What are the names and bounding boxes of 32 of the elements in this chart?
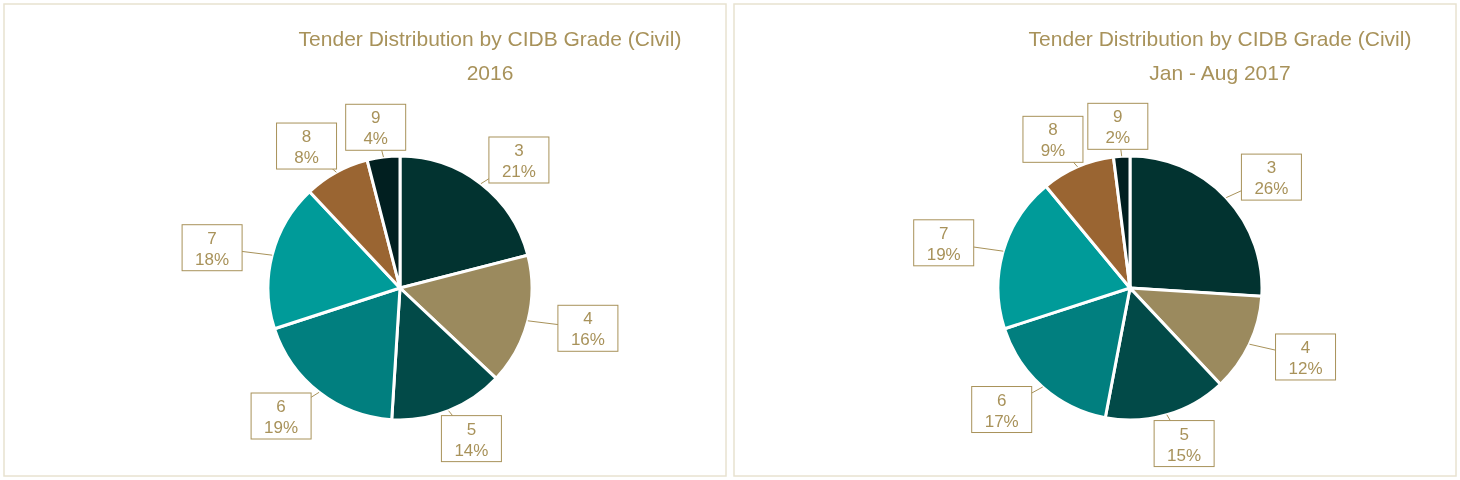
data-label: 21% <box>501 161 536 181</box>
data-label: 8% <box>294 148 319 168</box>
data-label: 19% <box>926 244 961 264</box>
chart-subtitle: 2016 <box>466 61 514 84</box>
slice-label: 3 <box>1266 158 1277 178</box>
slice-label: 8 <box>301 127 312 147</box>
data-label: 9% <box>1040 141 1066 161</box>
slice-label: 4 <box>1300 337 1311 357</box>
slice-label: 9 <box>370 108 381 128</box>
chart-title: Tender Distribution by CIDB Grade (Civil) <box>1028 27 1412 50</box>
slice-label: 7 <box>207 228 217 248</box>
slice-label: 4 <box>583 309 593 329</box>
data-label: 4% <box>363 129 388 149</box>
data-label: 2% <box>1105 128 1131 148</box>
data-label: 15% <box>1167 445 1202 465</box>
slice-label: 6 <box>276 397 286 417</box>
chart-subtitle: Jan - Aug 2017 <box>1149 61 1291 84</box>
slice-label: 5 <box>466 419 477 439</box>
chart-title: Tender Distribution by CIDB Grade (Civil) <box>298 27 682 50</box>
slice-label: 7 <box>938 223 949 243</box>
slice-label: 3 <box>514 140 524 160</box>
slice-label: 5 <box>1179 424 1189 444</box>
data-label: 18% <box>195 249 230 269</box>
slice-label: 6 <box>996 390 1007 410</box>
data-label: 16% <box>570 330 605 350</box>
data-label: 19% <box>264 418 299 438</box>
slice-label: 8 <box>1048 120 1058 140</box>
data-label: 14% <box>454 440 489 460</box>
data-label: 26% <box>1254 179 1289 199</box>
data-label: 12% <box>1288 358 1323 378</box>
slice-label: 9 <box>1113 107 1123 127</box>
data-label: 17% <box>984 411 1019 431</box>
